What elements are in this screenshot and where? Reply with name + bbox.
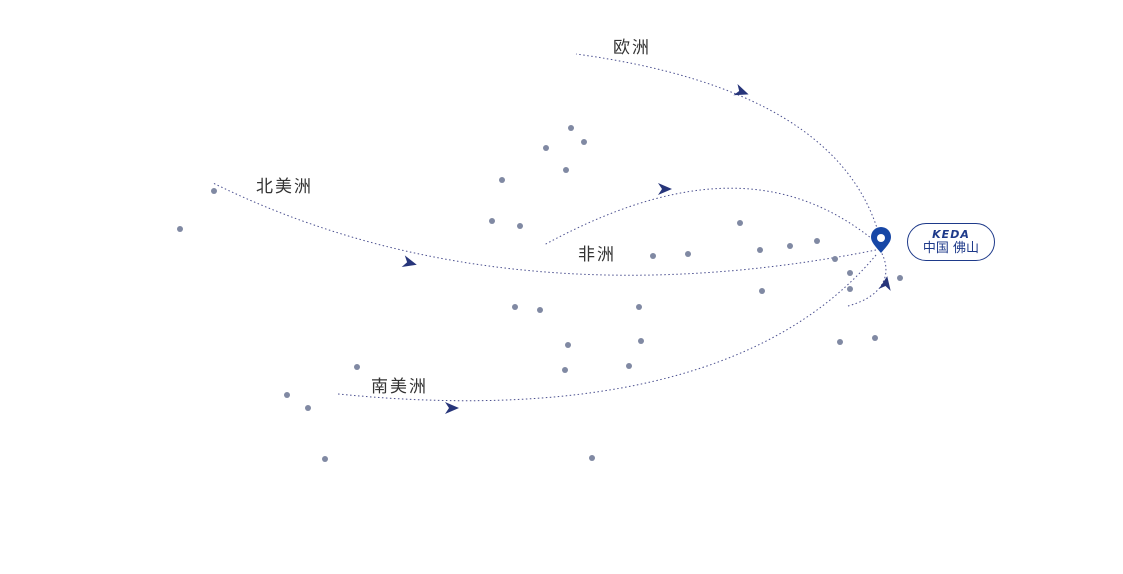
location-dot: [568, 125, 574, 131]
route-local: [847, 249, 887, 307]
arrow-icon: [445, 402, 459, 414]
location-dot: [650, 253, 656, 259]
arrow-icon: [401, 255, 417, 267]
location-dot: [837, 339, 843, 345]
arrow-icon: [878, 276, 891, 291]
location-dot: [562, 367, 568, 373]
location-dot: [832, 256, 838, 262]
location-dot: [489, 218, 495, 224]
location-dot: [589, 455, 595, 461]
location-dot: [512, 304, 518, 310]
location-dot: [565, 342, 571, 348]
location-dot: [685, 251, 691, 257]
location-dot: [638, 338, 644, 344]
location-dot: [872, 335, 878, 341]
location-dot: [847, 286, 853, 292]
location-dot: [305, 405, 311, 411]
label-europe: 欧洲: [613, 38, 651, 58]
origin-city: 中国 佛山: [922, 241, 980, 256]
location-dot: [737, 220, 743, 226]
location-dot: [847, 270, 853, 276]
route-europe: [575, 53, 881, 239]
label-africa: 非洲: [578, 245, 616, 265]
location-dot: [354, 364, 360, 370]
location-dot: [757, 247, 763, 253]
location-dot: [636, 304, 642, 310]
location-dot: [322, 456, 328, 462]
route-south-america: [337, 254, 877, 402]
location-dot: [211, 188, 217, 194]
location-dot: [759, 288, 765, 294]
route-africa: [543, 187, 877, 246]
location-dot: [897, 275, 903, 281]
location-dot: [543, 145, 549, 151]
label-south-america: 南美洲: [371, 377, 428, 397]
location-dot: [499, 177, 505, 183]
location-dot: [517, 223, 523, 229]
location-dot: [787, 243, 793, 249]
location-dot: [177, 226, 183, 232]
label-north-america: 北美洲: [256, 177, 313, 197]
location-dot: [581, 139, 587, 145]
route-north-america: [212, 182, 877, 276]
location-dot: [814, 238, 820, 244]
map-pin-icon: [871, 227, 891, 253]
arrow-icon: [733, 83, 749, 96]
origin-badge: KEDA 中国 佛山: [907, 223, 995, 261]
location-dot: [284, 392, 290, 398]
keda-logo: KEDA: [932, 228, 970, 241]
location-dot: [563, 167, 569, 173]
location-dot: [626, 363, 632, 369]
arrow-icon: [658, 183, 672, 195]
location-dot: [537, 307, 543, 313]
